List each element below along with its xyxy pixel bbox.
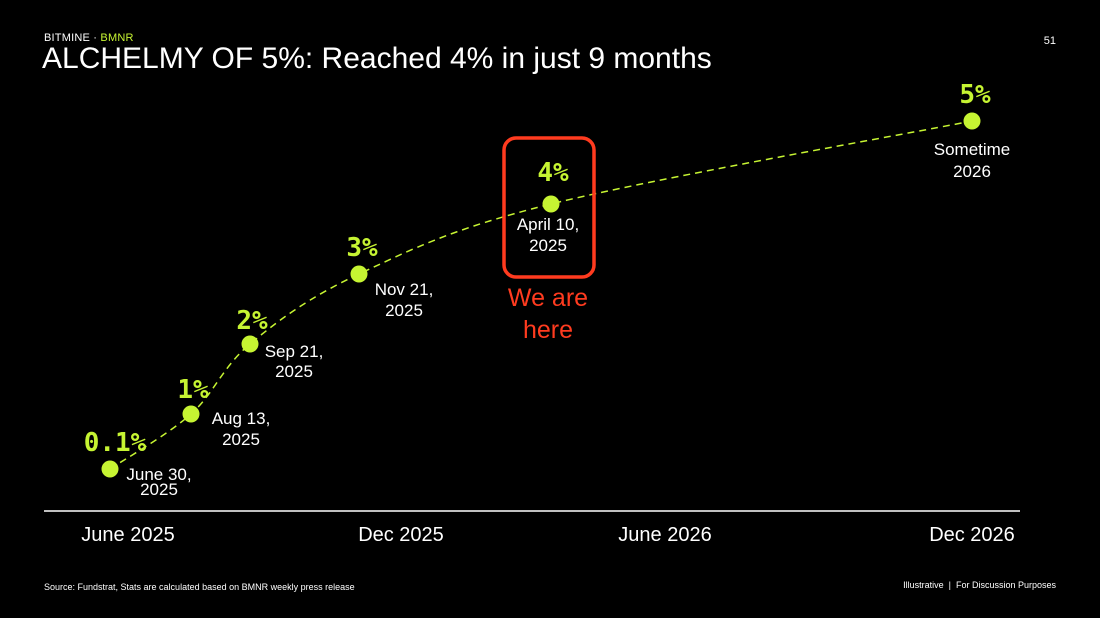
value-label: 0.1%: [84, 428, 147, 458]
disclaimer-discussion: For Discussion Purposes: [955, 580, 1056, 590]
date-label: 2025: [529, 236, 567, 255]
date-label: 2025: [140, 480, 178, 499]
disclaimer-illustrative: Illustrative: [903, 580, 944, 590]
slide-title: ALCHELMY OF 5%: Reached 4% in just 9 mon…: [42, 42, 712, 75]
data-point: [542, 195, 560, 213]
x-tick-label: Dec 2025: [358, 524, 444, 546]
annotation-line-2: here: [523, 316, 573, 344]
value-label: 2%: [236, 306, 268, 336]
annotation-line-1: We are: [508, 284, 588, 312]
brand-separator: ·: [93, 32, 98, 44]
date-label: 2025: [222, 430, 260, 449]
date-label: Nov 21,: [375, 280, 434, 299]
date-label: 2025: [275, 362, 313, 381]
value-label: 3%: [346, 233, 378, 263]
date-label: 2025: [385, 301, 423, 320]
date-label: Sep 21,: [265, 342, 324, 361]
date-label: June 30,: [126, 465, 191, 484]
data-point: [350, 265, 368, 283]
data-point: [182, 405, 200, 423]
value-label: 1%: [177, 375, 209, 405]
date-label: 2026: [953, 162, 991, 181]
highlight-box: [502, 136, 596, 279]
value-label: 5%: [959, 80, 991, 110]
brand-ticker: BMNR: [100, 32, 134, 44]
data-point: [241, 335, 259, 353]
x-tick-label: June 2026: [618, 524, 711, 546]
page-number: 51: [1043, 35, 1056, 47]
date-label: April 10,: [517, 215, 579, 234]
x-tick-label: Dec 2026: [929, 524, 1015, 546]
date-label: Sometime: [934, 140, 1011, 159]
value-label: 4%: [537, 158, 569, 188]
date-label: Aug 13,: [212, 409, 271, 428]
source-note: Source: Fundstrat, Stats are calculated …: [44, 582, 355, 592]
data-point: [963, 112, 981, 130]
data-point: [101, 460, 119, 478]
x-tick-label: June 2025: [81, 524, 174, 546]
disclaimer-divider: |: [948, 580, 951, 590]
brand-name: BITMINE: [44, 32, 91, 44]
disclaimer: Illustrative | For Discussion Purposes: [903, 580, 1056, 590]
brand-header: BITMINE · BMNR: [44, 32, 134, 44]
